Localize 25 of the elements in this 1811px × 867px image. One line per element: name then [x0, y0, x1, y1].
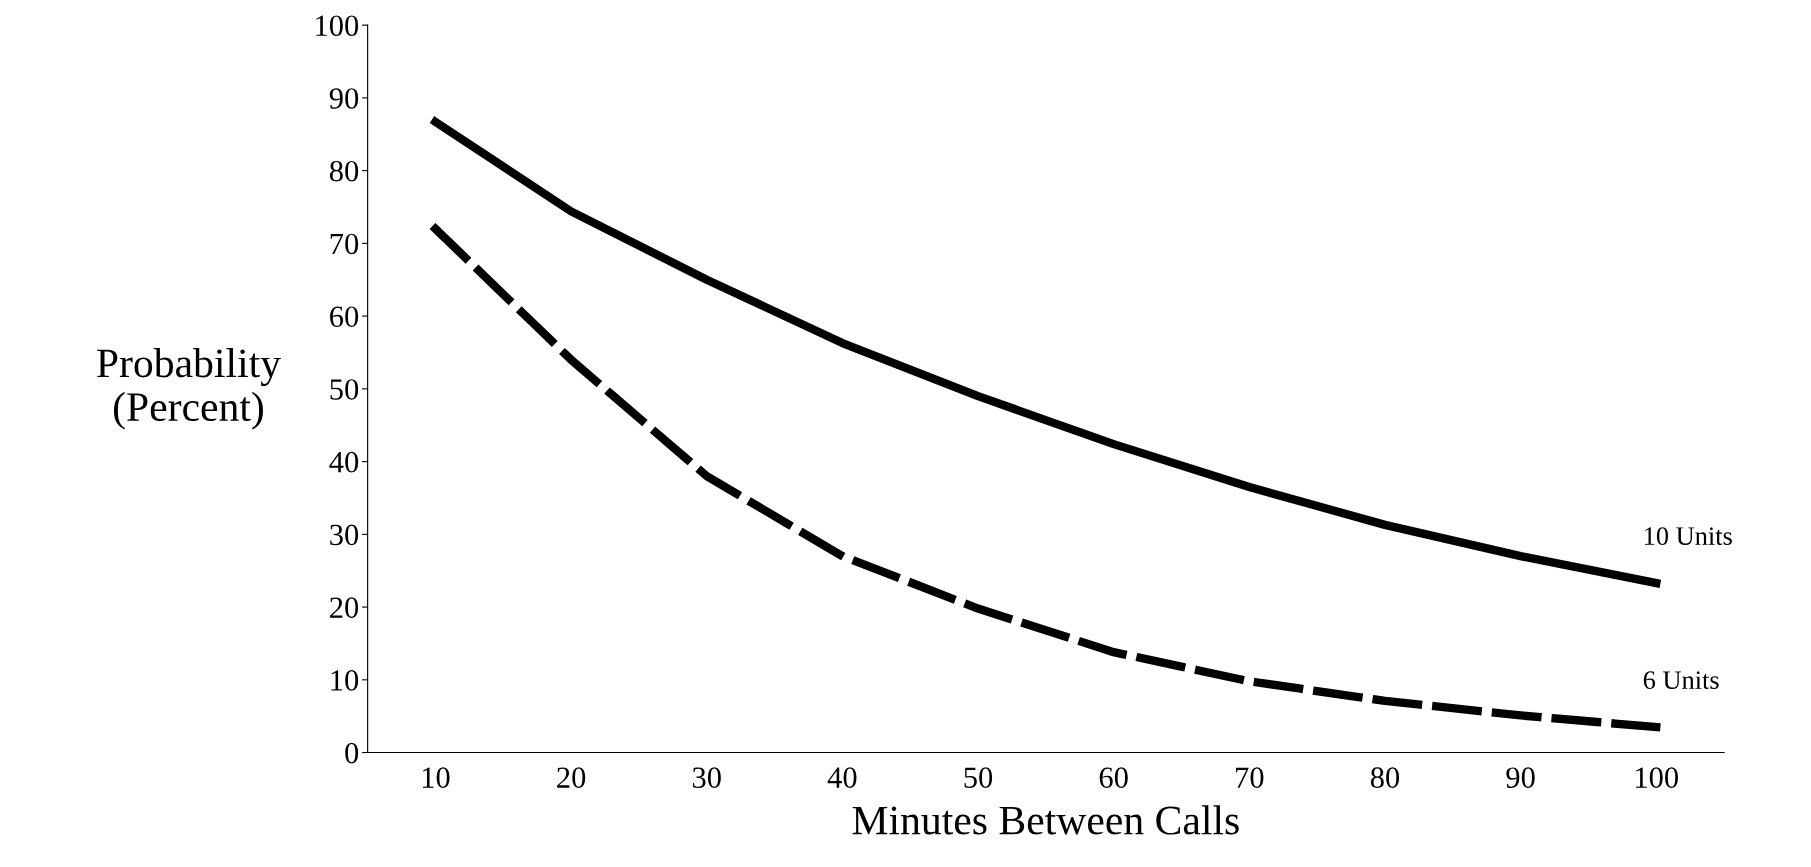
- x-tick-label: 30: [692, 767, 721, 788]
- x-tick-label: 90: [1506, 767, 1535, 788]
- y-tick-label: 50: [330, 379, 359, 400]
- y-tick-label: 40: [329, 451, 359, 473]
- x-tick-label: 40: [827, 767, 857, 788]
- x-tick-label: 60: [1099, 767, 1128, 788]
- y-tick-label: 20: [330, 597, 359, 618]
- y-tick-label: 30: [330, 524, 359, 546]
- y-axis-title: Probability (Percent): [97, 348, 281, 430]
- y-tick-label: 70: [330, 233, 359, 255]
- x-tick-label: 100: [1636, 767, 1678, 788]
- x-axis-title: Minutes Between Calls: [852, 805, 1239, 835]
- series-label: 6 Units: [1643, 671, 1719, 689]
- y-tick-label: 80: [329, 160, 359, 182]
- y-tick-label: 60: [330, 306, 359, 328]
- y-tick-label: 100: [316, 15, 359, 37]
- x-tick-label: 70: [1236, 767, 1264, 788]
- y-tick-label: 0: [345, 742, 359, 764]
- series-label: 10 Units: [1645, 527, 1732, 545]
- x-tick-label: 80: [1370, 767, 1400, 788]
- x-tick-label: 20: [557, 767, 586, 788]
- y-tick-label: 90: [329, 88, 359, 109]
- x-tick-label: 50: [964, 767, 993, 788]
- x-tick-label: 10: [422, 767, 450, 788]
- y-tick-label: 10: [331, 670, 359, 691]
